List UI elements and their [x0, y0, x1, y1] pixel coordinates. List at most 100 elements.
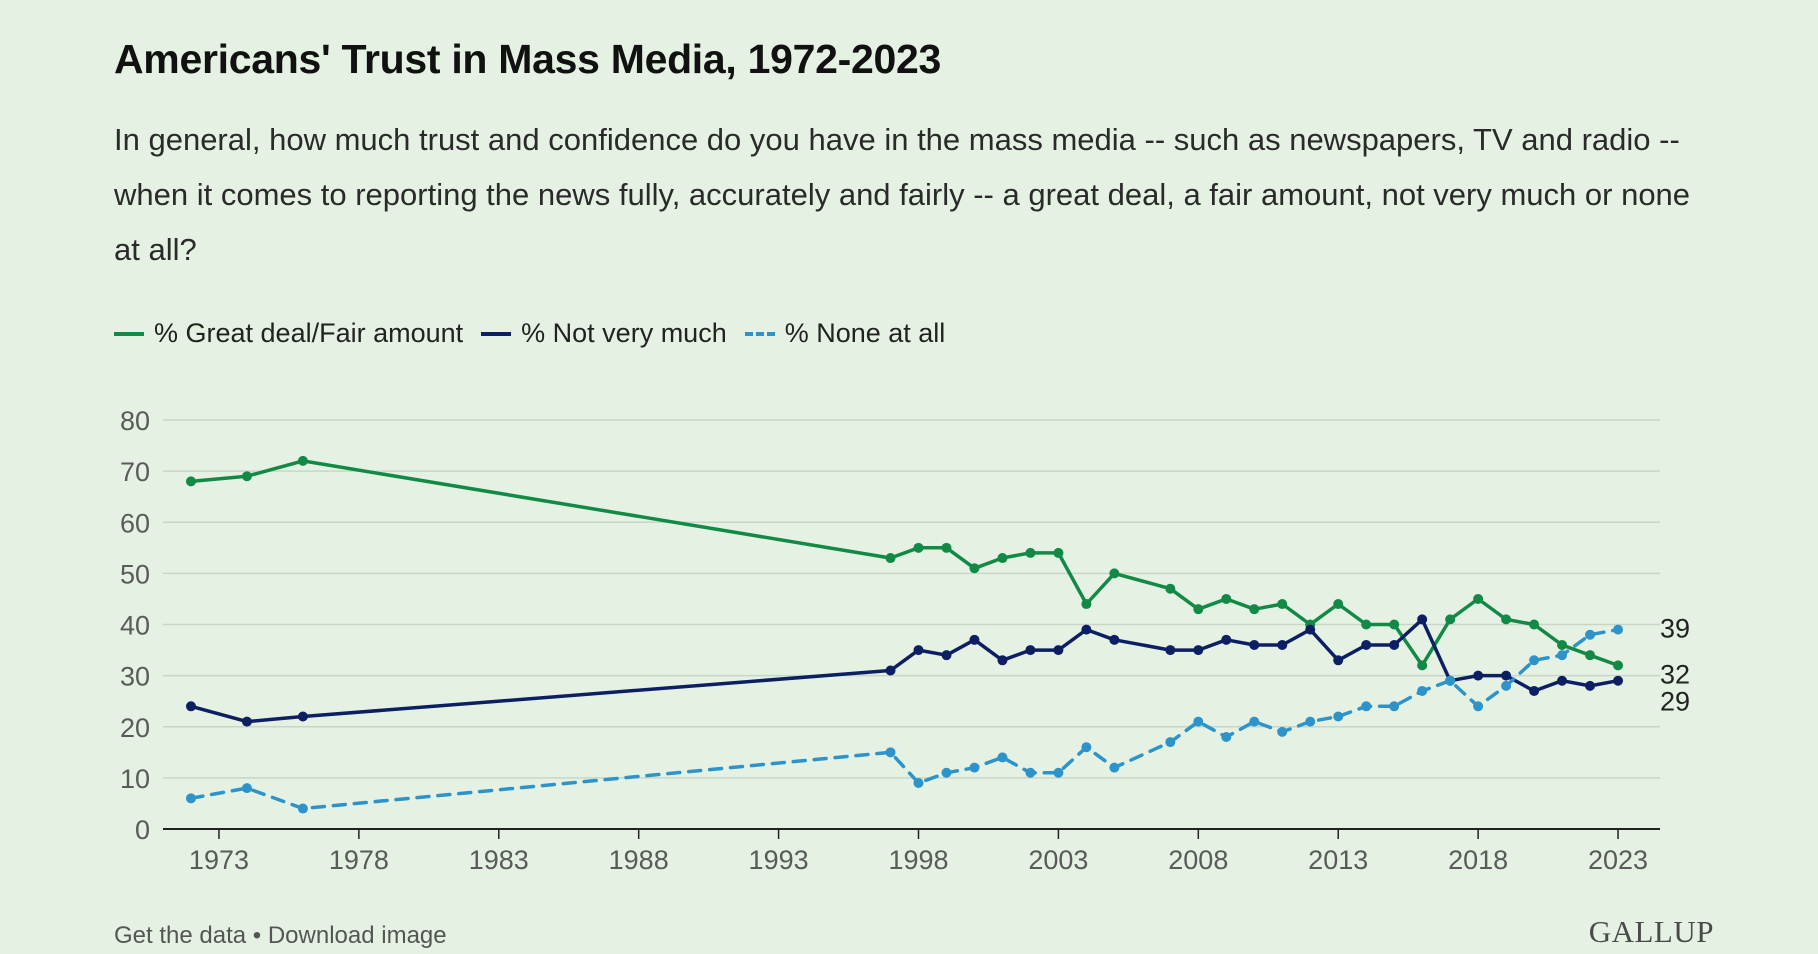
data-point-not-very-much[interactable]	[941, 650, 952, 661]
data-point-not-very-much[interactable]	[913, 645, 924, 656]
data-point-not-very-much[interactable]	[997, 655, 1008, 666]
data-point-great-deal[interactable]	[1445, 614, 1456, 625]
data-point-great-deal[interactable]	[1109, 568, 1120, 579]
data-point-great-deal[interactable]	[297, 455, 308, 466]
data-point-not-very-much[interactable]	[1025, 645, 1036, 656]
data-point-none-at-all[interactable]	[1053, 767, 1064, 778]
data-point-not-very-much[interactable]	[1529, 685, 1540, 696]
data-point-not-very-much[interactable]	[1165, 645, 1176, 656]
data-point-not-very-much[interactable]	[1277, 639, 1288, 650]
data-point-none-at-all[interactable]	[913, 777, 924, 788]
data-point-none-at-all[interactable]	[969, 762, 980, 773]
data-point-none-at-all[interactable]	[885, 747, 896, 758]
data-point-great-deal[interactable]	[1473, 593, 1484, 604]
data-point-none-at-all[interactable]	[1081, 742, 1092, 753]
data-point-none-at-all[interactable]	[1165, 737, 1176, 748]
legend-item-not-very-much[interactable]: % Not very much	[481, 318, 727, 349]
data-point-great-deal[interactable]	[1333, 599, 1344, 610]
data-point-great-deal[interactable]	[1165, 583, 1176, 594]
data-point-none-at-all[interactable]	[1249, 716, 1260, 727]
data-point-not-very-much[interactable]	[1613, 675, 1624, 686]
data-point-none-at-all[interactable]	[1613, 624, 1624, 635]
data-point-great-deal[interactable]	[1613, 660, 1624, 671]
legend-item-none-at-all[interactable]: % None at all	[744, 318, 945, 349]
data-point-great-deal[interactable]	[1277, 599, 1288, 610]
data-point-not-very-much[interactable]	[1109, 634, 1120, 645]
data-point-not-very-much[interactable]	[1081, 624, 1092, 635]
data-point-not-very-much[interactable]	[1557, 675, 1568, 686]
y-tick-label: 50	[120, 559, 150, 589]
data-point-not-very-much[interactable]	[1389, 639, 1400, 650]
data-point-great-deal[interactable]	[1081, 599, 1092, 610]
data-point-not-very-much[interactable]	[1501, 670, 1512, 681]
get-data-link[interactable]: Get the data	[114, 922, 247, 949]
data-point-none-at-all[interactable]	[1501, 680, 1512, 691]
data-point-great-deal[interactable]	[1221, 593, 1232, 604]
data-point-great-deal[interactable]	[1529, 619, 1540, 630]
data-point-none-at-all[interactable]	[1529, 655, 1540, 666]
data-point-great-deal[interactable]	[1025, 547, 1036, 558]
x-tick-label: 1983	[469, 845, 529, 875]
data-point-none-at-all[interactable]	[1417, 685, 1428, 696]
data-point-none-at-all[interactable]	[1557, 650, 1568, 661]
data-point-not-very-much[interactable]	[1473, 670, 1484, 681]
data-point-not-very-much[interactable]	[185, 701, 196, 712]
data-point-great-deal[interactable]	[1361, 619, 1372, 630]
download-image-link[interactable]: Download image	[267, 922, 447, 949]
legend-item-great-deal[interactable]: % Great deal/Fair amount	[114, 318, 463, 349]
data-point-great-deal[interactable]	[997, 553, 1008, 564]
data-point-none-at-all[interactable]	[1221, 731, 1232, 742]
data-point-not-very-much[interactable]	[1221, 634, 1232, 645]
data-point-not-very-much[interactable]	[1333, 655, 1344, 666]
y-tick-label: 40	[120, 611, 150, 641]
data-point-none-at-all[interactable]	[297, 803, 308, 814]
data-point-none-at-all[interactable]	[1445, 675, 1456, 686]
data-point-not-very-much[interactable]	[1417, 614, 1428, 625]
data-point-great-deal[interactable]	[1389, 619, 1400, 630]
data-point-not-very-much[interactable]	[1053, 645, 1064, 656]
data-point-not-very-much[interactable]	[1361, 639, 1372, 650]
data-point-great-deal[interactable]	[185, 476, 196, 487]
data-point-none-at-all[interactable]	[1361, 701, 1372, 712]
data-point-none-at-all[interactable]	[941, 767, 952, 778]
data-point-great-deal[interactable]	[1193, 604, 1204, 615]
data-point-none-at-all[interactable]	[1109, 762, 1120, 773]
data-point-great-deal[interactable]	[1417, 660, 1428, 671]
legend-label-not-very-much: % Not very much	[521, 318, 727, 348]
series-line-none-at-all	[189, 627, 1620, 811]
data-point-great-deal[interactable]	[1249, 604, 1260, 615]
data-point-none-at-all[interactable]	[1389, 701, 1400, 712]
data-point-not-very-much[interactable]	[241, 716, 252, 727]
data-point-none-at-all[interactable]	[997, 752, 1008, 763]
data-point-none-at-all[interactable]	[241, 783, 252, 794]
data-point-none-at-all[interactable]	[1305, 716, 1316, 727]
y-tick-label: 10	[120, 764, 150, 794]
data-point-none-at-all[interactable]	[1025, 767, 1036, 778]
data-point-not-very-much[interactable]	[1193, 645, 1204, 656]
data-point-not-very-much[interactable]	[969, 634, 980, 645]
data-point-not-very-much[interactable]	[885, 665, 896, 676]
data-point-great-deal[interactable]	[885, 553, 896, 564]
data-point-great-deal[interactable]	[1557, 639, 1568, 650]
data-point-not-very-much[interactable]	[1305, 624, 1316, 635]
x-tick-label: 2003	[1028, 845, 1088, 875]
data-point-none-at-all[interactable]	[1193, 716, 1204, 727]
legend-swatch-none-at-all	[744, 331, 775, 336]
data-point-none-at-all[interactable]	[185, 793, 196, 804]
data-point-none-at-all[interactable]	[1473, 701, 1484, 712]
footer-links: Get the data • Download image	[114, 922, 447, 950]
data-point-great-deal[interactable]	[1053, 547, 1064, 558]
data-point-not-very-much[interactable]	[297, 711, 308, 722]
data-point-not-very-much[interactable]	[1249, 639, 1260, 650]
data-point-great-deal[interactable]	[969, 563, 980, 574]
data-point-great-deal[interactable]	[941, 542, 952, 553]
data-point-none-at-all[interactable]	[1277, 726, 1288, 737]
data-point-not-very-much[interactable]	[1585, 680, 1596, 691]
data-point-none-at-all[interactable]	[1333, 711, 1344, 722]
data-point-great-deal[interactable]	[1585, 650, 1596, 661]
data-point-great-deal[interactable]	[1501, 614, 1512, 625]
data-point-none-at-all[interactable]	[1585, 629, 1596, 640]
x-tick-label: 2008	[1168, 845, 1228, 875]
data-point-great-deal[interactable]	[913, 542, 924, 553]
data-point-great-deal[interactable]	[241, 471, 252, 482]
